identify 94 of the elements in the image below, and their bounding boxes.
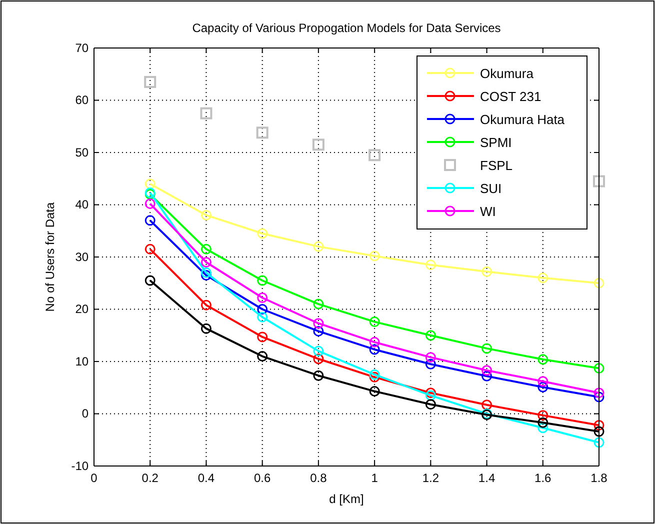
y-axis-title: No of Users for Data: [43, 202, 57, 312]
x-tick-label: 0.4: [198, 471, 215, 486]
point: [144, 215, 156, 226]
x-tick-label: 0.8: [310, 471, 328, 486]
point: [538, 417, 548, 428]
point: [200, 256, 212, 268]
legend-label: COST 231: [480, 89, 542, 104]
x-tick-label: 0.2: [142, 471, 159, 486]
point: [538, 410, 548, 421]
point: [369, 386, 380, 397]
y-tick-label: 70: [75, 40, 89, 55]
x-tick-label: 1.4: [478, 471, 496, 486]
point: [313, 346, 324, 356]
point: [257, 228, 268, 239]
point: [594, 388, 604, 398]
y-tick-label: -10: [71, 458, 89, 473]
x-tick-label: 0: [90, 471, 98, 486]
x-tick-label: 1.2: [422, 471, 440, 486]
point: [594, 437, 604, 448]
y-tick-label: 60: [75, 93, 89, 108]
point: [313, 354, 324, 364]
point: [369, 369, 380, 380]
legend-label: Okumura: [480, 66, 534, 81]
y-tick-label: 50: [75, 145, 89, 160]
point: [200, 300, 212, 310]
point: [538, 272, 548, 284]
legend-label: SPMI: [480, 135, 512, 150]
point: [594, 426, 604, 437]
point: [369, 372, 380, 382]
point: [200, 270, 212, 281]
point: [200, 107, 212, 120]
point: [257, 332, 268, 342]
point: [538, 376, 548, 387]
legend-label: FSPL: [480, 158, 513, 173]
point: [369, 250, 380, 262]
point: [313, 241, 324, 252]
point: [425, 260, 436, 270]
y-tick-label: 30: [75, 250, 89, 264]
point: [257, 275, 268, 286]
point: [594, 392, 604, 402]
point: [256, 126, 268, 139]
point: [313, 370, 324, 381]
point: [482, 370, 492, 382]
point: [144, 178, 156, 190]
point: [369, 336, 380, 348]
point: [482, 266, 492, 277]
point: [594, 420, 604, 430]
point: [200, 210, 212, 220]
point: [538, 382, 548, 392]
legend-label: SUI: [480, 181, 502, 196]
x-tick-label: 1.6: [534, 471, 552, 486]
point: [482, 400, 492, 410]
point: [144, 275, 156, 286]
x-tick-label: 1: [371, 471, 378, 486]
point: [200, 267, 212, 278]
point: [257, 304, 268, 314]
x-axis-title: d [Km]: [329, 492, 364, 506]
legend-label: Okumura Hata: [480, 112, 566, 127]
point: [593, 175, 605, 188]
point: [312, 138, 324, 151]
point: [425, 388, 436, 398]
y-tick-label: 20: [75, 302, 89, 316]
y-tick-label: 0: [82, 406, 89, 421]
x-tick-label: 0.6: [254, 471, 271, 486]
point: [144, 244, 156, 254]
point: [257, 351, 268, 362]
chart-title: Capacity of Various Propogation Models for Data Services: [192, 21, 501, 35]
point: [538, 422, 548, 434]
legend-label: WI: [480, 204, 496, 219]
point: [257, 292, 268, 304]
point: [482, 365, 492, 376]
x-tick-label: 1.8: [590, 471, 608, 486]
y-tick-label: 10: [75, 354, 89, 368]
point: [425, 358, 436, 370]
point: [313, 298, 324, 310]
point: [425, 330, 436, 341]
point: [425, 390, 436, 401]
point: [200, 244, 212, 254]
point: [144, 76, 156, 88]
y-tick-label: 40: [75, 198, 89, 212]
point: [482, 343, 492, 354]
point: [425, 352, 436, 363]
point: [425, 399, 436, 410]
point: [200, 323, 212, 334]
point: [257, 312, 268, 322]
point: [313, 318, 324, 329]
point: [369, 316, 380, 328]
point: [144, 198, 156, 209]
point: [369, 344, 380, 355]
point: [538, 354, 548, 365]
point: [313, 326, 324, 336]
point: [368, 149, 381, 162]
point: [594, 278, 604, 288]
point: [594, 363, 604, 374]
